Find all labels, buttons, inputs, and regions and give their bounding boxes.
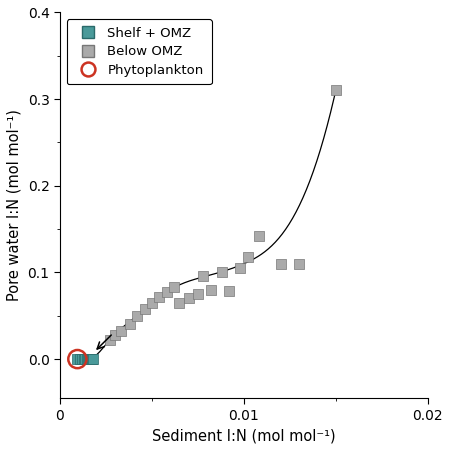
Point: [78, 356, 86, 363]
Point: [112, 331, 119, 338]
Point: [295, 260, 302, 267]
Point: [185, 295, 192, 302]
Point: [200, 272, 207, 279]
Point: [117, 328, 124, 335]
Point: [106, 337, 113, 344]
Point: [86, 356, 94, 363]
Point: [277, 260, 284, 267]
Point: [255, 233, 262, 240]
Point: [225, 288, 233, 295]
Point: [141, 305, 148, 312]
Point: [87, 356, 94, 363]
Point: [86, 356, 93, 363]
Point: [244, 253, 251, 261]
Point: [76, 356, 84, 363]
Point: [126, 321, 133, 328]
Point: [176, 299, 183, 306]
Point: [207, 286, 214, 293]
X-axis label: Sediment I:N (mol mol⁻¹): Sediment I:N (mol mol⁻¹): [152, 428, 336, 443]
Point: [194, 291, 202, 298]
Y-axis label: Pore water I:N (mol mol⁻¹): Pore water I:N (mol mol⁻¹): [7, 109, 22, 301]
Point: [88, 356, 95, 363]
Point: [148, 299, 155, 306]
Point: [163, 289, 170, 296]
Point: [74, 356, 81, 363]
Point: [134, 312, 141, 319]
Point: [218, 269, 225, 276]
Point: [332, 87, 339, 94]
Point: [171, 284, 178, 291]
Point: [84, 356, 91, 363]
Point: [80, 356, 87, 363]
Legend: Shelf + OMZ, Below OMZ, Phytoplankton: Shelf + OMZ, Below OMZ, Phytoplankton: [67, 19, 211, 85]
Point: [83, 356, 90, 363]
Point: [89, 356, 96, 363]
Point: [74, 356, 81, 363]
Point: [156, 293, 163, 300]
Point: [82, 356, 89, 363]
Point: [90, 356, 97, 363]
Point: [237, 265, 244, 272]
